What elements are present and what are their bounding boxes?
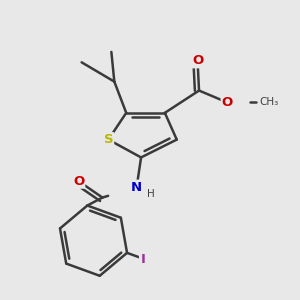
Text: O: O [73,175,84,188]
Text: N: N [131,181,142,194]
Text: O: O [192,54,203,67]
Text: H: H [147,189,155,199]
Text: CH₃: CH₃ [259,98,278,107]
Text: S: S [103,133,113,146]
Text: I: I [140,254,145,266]
Text: O: O [222,96,233,109]
